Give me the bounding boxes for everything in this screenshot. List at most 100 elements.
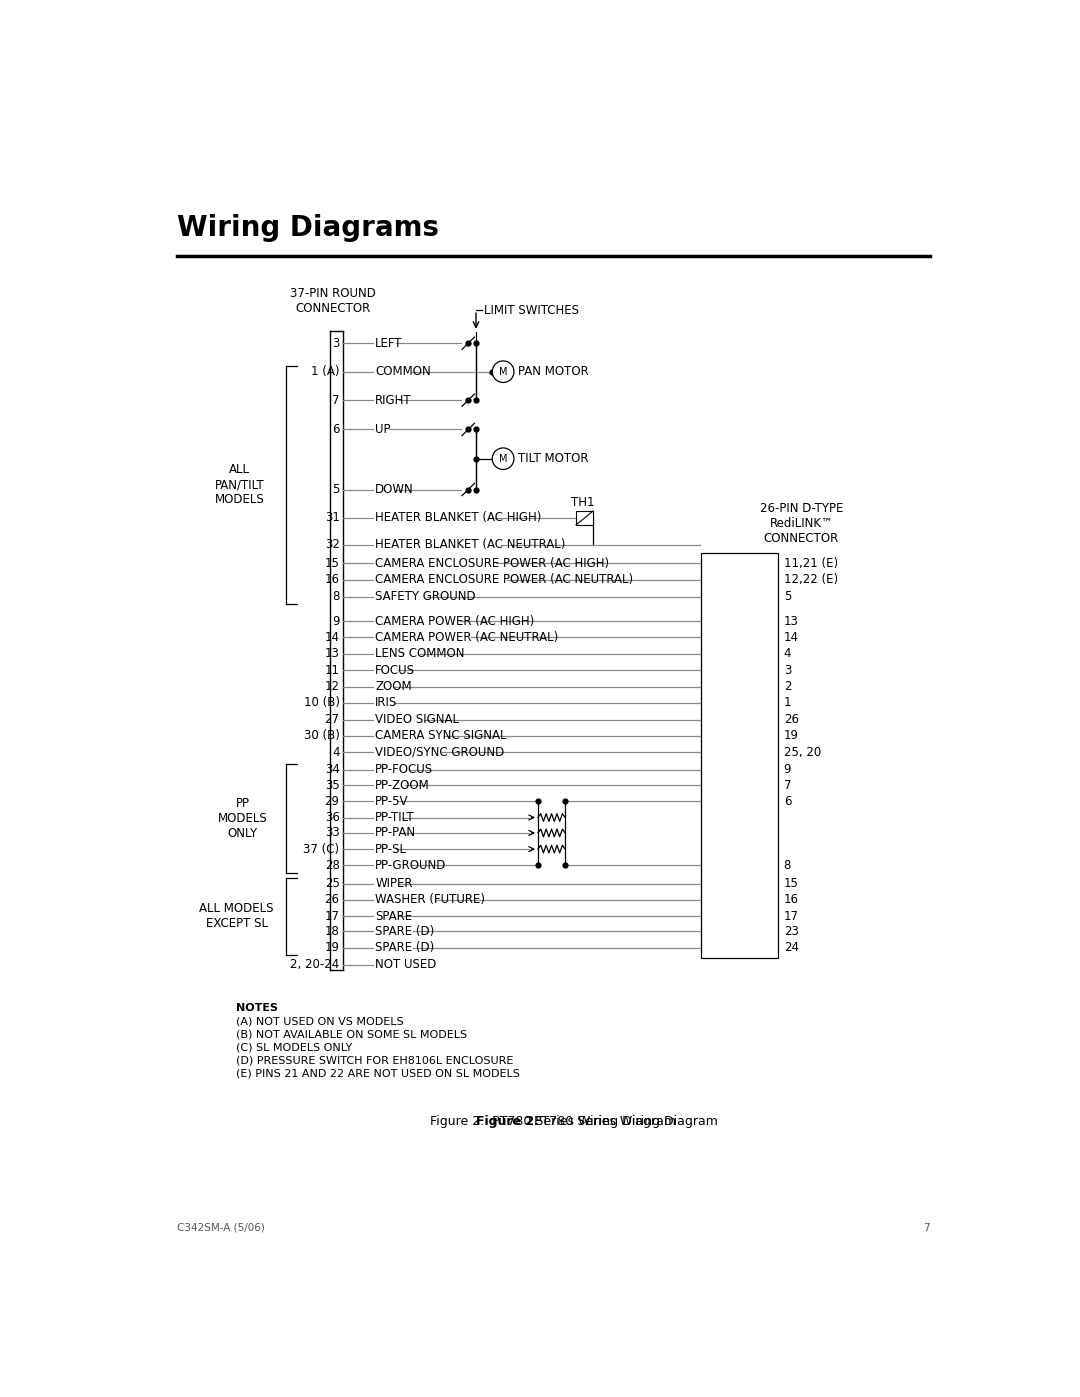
- Text: PP-SL: PP-SL: [375, 842, 407, 855]
- Text: PP-FOCUS: PP-FOCUS: [375, 763, 433, 777]
- Text: 7: 7: [784, 778, 792, 792]
- Text: 7: 7: [923, 1222, 930, 1232]
- Text: PP-ZOOM: PP-ZOOM: [375, 778, 430, 792]
- Text: Wiring Diagrams: Wiring Diagrams: [177, 214, 438, 242]
- Text: 26: 26: [784, 714, 799, 726]
- Text: 11: 11: [325, 664, 339, 678]
- Text: VIDEO SIGNAL: VIDEO SIGNAL: [375, 714, 459, 726]
- Text: ALL MODELS
EXCEPT SL: ALL MODELS EXCEPT SL: [200, 902, 273, 930]
- Text: PP-GROUND: PP-GROUND: [375, 859, 447, 872]
- Text: 26-PIN D-TYPE
RediLINK™
CONNECTOR: 26-PIN D-TYPE RediLINK™ CONNECTOR: [760, 502, 843, 545]
- Text: (A) NOT USED ON VS MODELS: (A) NOT USED ON VS MODELS: [235, 1016, 403, 1027]
- Text: SPARE: SPARE: [375, 909, 413, 922]
- Text: 11,21 (E): 11,21 (E): [784, 557, 838, 570]
- Text: LENS COMMON: LENS COMMON: [375, 647, 464, 659]
- Text: PP-PAN: PP-PAN: [375, 827, 417, 840]
- Text: PP
MODELS
ONLY: PP MODELS ONLY: [218, 796, 268, 840]
- Text: PAN MOTOR: PAN MOTOR: [517, 365, 589, 379]
- Text: M: M: [499, 454, 508, 464]
- Text: SAFETY GROUND: SAFETY GROUND: [375, 590, 476, 604]
- Text: 4: 4: [784, 647, 792, 659]
- Text: 24: 24: [784, 942, 799, 954]
- Text: 35: 35: [325, 778, 339, 792]
- Circle shape: [492, 448, 514, 469]
- Text: 12,22 (E): 12,22 (E): [784, 573, 838, 587]
- Text: HEATER BLANKET (AC NEUTRAL): HEATER BLANKET (AC NEUTRAL): [375, 538, 566, 552]
- Text: TILT MOTOR: TILT MOTOR: [517, 453, 589, 465]
- Text: ZOOM: ZOOM: [375, 680, 411, 693]
- Text: 19: 19: [325, 942, 339, 954]
- Text: 37-PIN ROUND
CONNECTOR: 37-PIN ROUND CONNECTOR: [289, 286, 376, 314]
- Circle shape: [492, 360, 514, 383]
- Text: 2, 20-24: 2, 20-24: [291, 958, 339, 971]
- Text: 34: 34: [325, 763, 339, 777]
- Text: 16: 16: [784, 894, 799, 907]
- Text: 17: 17: [784, 909, 799, 922]
- Text: 1 (A): 1 (A): [311, 365, 339, 379]
- Text: NOT USED: NOT USED: [375, 958, 436, 971]
- Text: 33: 33: [325, 827, 339, 840]
- Text: CAMERA POWER (AC HIGH): CAMERA POWER (AC HIGH): [375, 615, 535, 627]
- Text: 8: 8: [333, 590, 339, 604]
- Text: 25: 25: [325, 877, 339, 890]
- Text: WIPER: WIPER: [375, 877, 413, 890]
- Text: CAMERA POWER (AC NEUTRAL): CAMERA POWER (AC NEUTRAL): [375, 631, 558, 644]
- Text: 16: 16: [325, 573, 339, 587]
- Text: SPARE (D): SPARE (D): [375, 925, 434, 937]
- Text: Figure 2.  PT780 Series Wiring Diagram: Figure 2. PT780 Series Wiring Diagram: [431, 1115, 676, 1127]
- Text: PT780 Series Wiring Diagram: PT780 Series Wiring Diagram: [530, 1115, 718, 1127]
- Text: IRIS: IRIS: [375, 696, 397, 710]
- Text: WASHER (FUTURE): WASHER (FUTURE): [375, 894, 485, 907]
- Text: 9: 9: [333, 615, 339, 627]
- Text: 9: 9: [784, 763, 792, 777]
- Text: (B) NOT AVAILABLE ON SOME SL MODELS: (B) NOT AVAILABLE ON SOME SL MODELS: [235, 1030, 467, 1039]
- Text: 18: 18: [325, 925, 339, 937]
- Text: 8: 8: [784, 859, 791, 872]
- Text: 13: 13: [325, 647, 339, 659]
- Text: 28: 28: [325, 859, 339, 872]
- Text: 23: 23: [784, 925, 798, 937]
- Text: TH1: TH1: [571, 496, 595, 509]
- Text: 30 (B): 30 (B): [303, 729, 339, 742]
- Text: DOWN: DOWN: [375, 483, 414, 496]
- Text: RIGHT: RIGHT: [375, 394, 411, 407]
- Text: 14: 14: [784, 631, 799, 644]
- Text: 5: 5: [784, 590, 791, 604]
- Text: ALL
PAN/TILT
MODELS: ALL PAN/TILT MODELS: [215, 464, 265, 506]
- Text: 19: 19: [784, 729, 799, 742]
- Text: 5: 5: [333, 483, 339, 496]
- Text: SPARE (D): SPARE (D): [375, 942, 434, 954]
- Text: CAMERA ENCLOSURE POWER (AC HIGH): CAMERA ENCLOSURE POWER (AC HIGH): [375, 557, 609, 570]
- Text: (E) PINS 21 AND 22 ARE NOT USED ON SL MODELS: (E) PINS 21 AND 22 ARE NOT USED ON SL MO…: [235, 1069, 519, 1078]
- Text: 13: 13: [784, 615, 798, 627]
- Text: 29: 29: [325, 795, 339, 807]
- Text: 6: 6: [333, 423, 339, 436]
- Text: 25, 20: 25, 20: [784, 746, 821, 759]
- Text: FOCUS: FOCUS: [375, 664, 415, 678]
- Text: 3: 3: [333, 337, 339, 349]
- Text: C342SM-A (5/06): C342SM-A (5/06): [177, 1222, 265, 1232]
- Text: 4: 4: [333, 746, 339, 759]
- Text: CAMERA SYNC SIGNAL: CAMERA SYNC SIGNAL: [375, 729, 507, 742]
- Text: 37 (C): 37 (C): [303, 842, 339, 855]
- Text: NOTES: NOTES: [235, 1003, 278, 1013]
- Text: (C) SL MODELS ONLY: (C) SL MODELS ONLY: [235, 1042, 352, 1052]
- Text: 27: 27: [325, 714, 339, 726]
- Text: PP-TILT: PP-TILT: [375, 812, 415, 824]
- Text: 26: 26: [325, 894, 339, 907]
- Text: HEATER BLANKET (AC HIGH): HEATER BLANKET (AC HIGH): [375, 511, 542, 524]
- Text: VIDEO/SYNC GROUND: VIDEO/SYNC GROUND: [375, 746, 504, 759]
- Text: PP-5V: PP-5V: [375, 795, 408, 807]
- Text: 32: 32: [325, 538, 339, 552]
- Text: 7: 7: [333, 394, 339, 407]
- Text: M: M: [499, 366, 508, 377]
- Text: 10 (B): 10 (B): [303, 696, 339, 710]
- Bar: [576, 511, 593, 525]
- Text: 12: 12: [325, 680, 339, 693]
- Text: 36: 36: [325, 812, 339, 824]
- Text: Figure 2.: Figure 2.: [476, 1115, 539, 1127]
- Text: 15: 15: [784, 877, 798, 890]
- Text: LEFT: LEFT: [375, 337, 403, 349]
- Text: COMMON: COMMON: [375, 365, 431, 379]
- Text: 1: 1: [784, 696, 792, 710]
